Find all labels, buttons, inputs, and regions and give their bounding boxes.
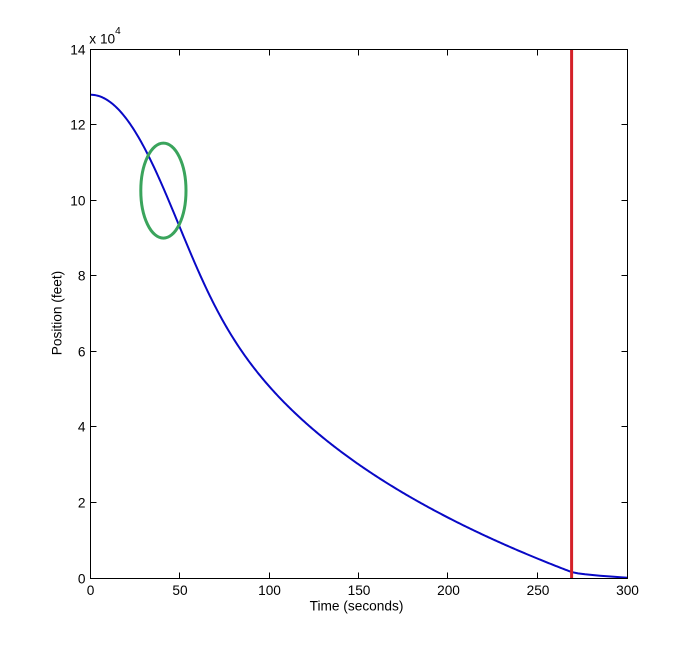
svg-text:6: 6 [78, 345, 86, 360]
svg-text:100: 100 [258, 583, 281, 598]
svg-text:8: 8 [78, 269, 86, 284]
svg-text:50: 50 [172, 583, 188, 598]
svg-text:300: 300 [616, 583, 639, 598]
svg-text:2: 2 [78, 496, 86, 511]
svg-text:14: 14 [70, 43, 86, 58]
svg-text:Position (feet): Position (feet) [50, 271, 65, 355]
svg-text:250: 250 [527, 583, 550, 598]
svg-text:10: 10 [70, 194, 86, 209]
svg-text:0: 0 [87, 583, 95, 598]
svg-text:200: 200 [437, 583, 460, 598]
svg-text:x 104: x 104 [89, 26, 121, 47]
svg-text:12: 12 [70, 118, 85, 133]
svg-text:150: 150 [348, 583, 371, 598]
svg-text:0: 0 [78, 572, 86, 587]
svg-text:Time (seconds): Time (seconds) [310, 599, 404, 614]
svg-text:4: 4 [78, 420, 86, 435]
